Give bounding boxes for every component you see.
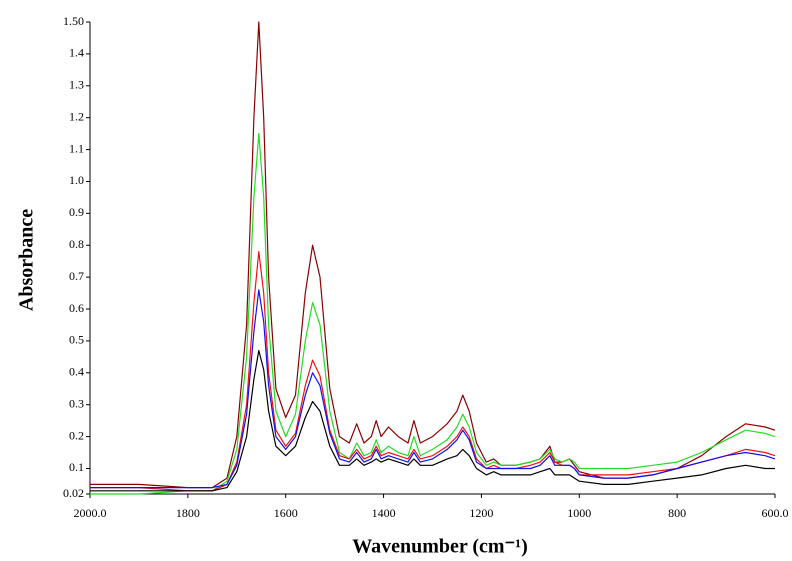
y-tick-label: 0.3	[69, 396, 84, 410]
y-tick-label: 0.9	[69, 205, 84, 219]
y-tick-label: 1.4	[69, 46, 84, 60]
y-tick-label: 0.6	[69, 301, 84, 315]
y-tick-label: 0.4	[69, 365, 84, 379]
x-tick-label: 1400	[372, 506, 396, 520]
y-tick-label: 1.2	[69, 109, 84, 123]
y-tick-label: 0.8	[69, 237, 84, 251]
x-tick-label: 2000.0	[74, 506, 107, 520]
y-tick-label: 0.7	[69, 269, 84, 283]
x-tick-label: 1200	[469, 506, 493, 520]
y-tick-label: 1.3	[69, 78, 84, 92]
x-tick-label: 600.0	[762, 506, 789, 520]
spectrum-line	[90, 289, 776, 489]
y-tick-label: 0.02	[63, 486, 84, 500]
y-tick-label: 0.1	[69, 460, 84, 474]
spectrum-line	[90, 251, 776, 492]
y-tick-label: 0.5	[69, 333, 84, 347]
x-axis-title: Wavenumber (cm⁻¹)	[352, 536, 528, 558]
x-tick-label: 800	[668, 506, 686, 520]
spectrum-line	[90, 133, 776, 495]
x-tick-label: 1000	[567, 506, 591, 520]
y-tick-label: 1.1	[69, 141, 84, 155]
spectrum-line	[90, 349, 775, 492]
spectrum-line	[90, 21, 776, 489]
y-tick-label: 1.50	[63, 14, 84, 28]
y-tick-label: 1.0	[69, 173, 84, 187]
y-tick-label: 0.2	[69, 428, 84, 442]
x-tick-label: 1600	[274, 506, 298, 520]
x-tick-label: 1800	[176, 506, 200, 520]
y-axis-title: Absorbance	[16, 209, 38, 311]
